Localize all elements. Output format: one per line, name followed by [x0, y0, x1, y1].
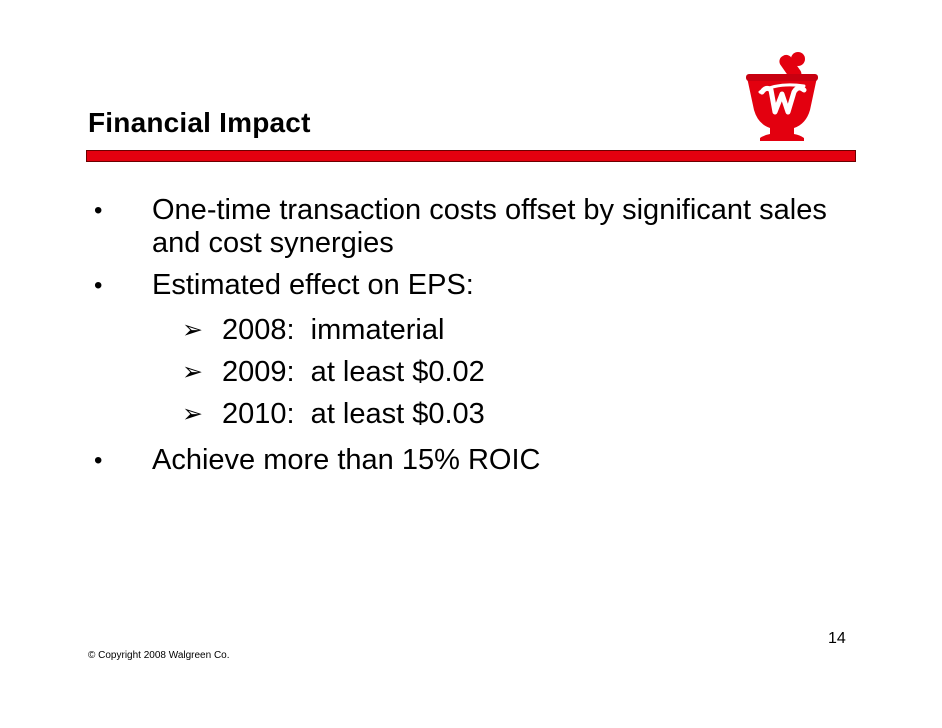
copyright-notice: © Copyright 2008 Walgreen Co. [88, 650, 230, 661]
sub-bullet-item: ➢ 2009: at least $0.02 [88, 351, 848, 393]
sub-bullet-text: 2010: at least $0.03 [222, 398, 485, 430]
title-divider-bar [86, 150, 856, 162]
bullet-marker: • [94, 197, 103, 224]
arrow-bullet-icon: ➢ [182, 400, 203, 428]
arrow-bullet-icon: ➢ [182, 358, 203, 386]
sub-bullet-text: 2009: at least $0.02 [222, 356, 485, 388]
bullet-list: • One-time transaction costs offset by s… [88, 194, 848, 486]
bullet-item: • Achieve more than 15% ROIC [88, 444, 848, 477]
sub-bullet-list: ➢ 2008: immaterial ➢ 2009: at least $0.0… [88, 309, 848, 435]
sub-bullet-item: ➢ 2010: at least $0.03 [88, 393, 848, 435]
bullet-marker: • [94, 447, 103, 474]
sub-bullet-text: 2008: immaterial [222, 314, 445, 346]
slide-title: Financial Impact [88, 107, 311, 138]
page-number: 14 [828, 630, 846, 647]
sub-bullet-item: ➢ 2008: immaterial [88, 309, 848, 351]
bullet-item: • Estimated effect on EPS: [88, 269, 848, 302]
walgreens-logo-icon [738, 52, 826, 142]
arrow-bullet-icon: ➢ [182, 316, 203, 344]
bullet-item: • One-time transaction costs offset by s… [88, 194, 848, 260]
bullet-text: Achieve more than 15% ROIC [152, 444, 541, 476]
bullet-text: One-time transaction costs offset by sig… [152, 194, 827, 259]
bullet-text: Estimated effect on EPS: [152, 269, 474, 301]
bullet-marker: • [94, 272, 103, 299]
